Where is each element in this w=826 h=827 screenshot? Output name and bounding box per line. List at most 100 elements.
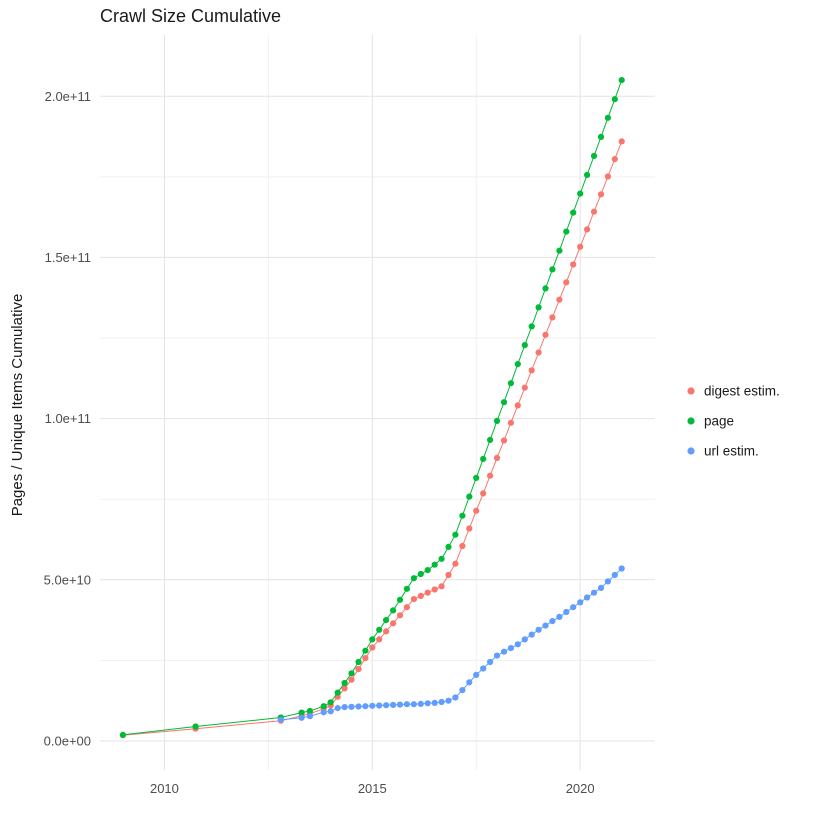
data-point — [417, 592, 424, 600]
legend-label: url estim. — [704, 444, 759, 459]
data-point — [466, 525, 473, 532]
data-point — [390, 701, 397, 709]
data-point — [563, 228, 570, 235]
data-point — [417, 700, 424, 708]
data-point — [556, 247, 563, 254]
y-axis-label: Pages / Unique Items Cumulative — [9, 294, 26, 517]
data-point — [473, 507, 480, 514]
data-point — [334, 689, 341, 696]
data-point — [369, 702, 376, 709]
y-tick-label: 0.0e+00 — [44, 733, 91, 748]
data-point — [320, 709, 327, 716]
data-point — [362, 703, 369, 710]
data-point — [327, 708, 334, 715]
data-point — [334, 705, 341, 712]
data-point — [383, 628, 390, 635]
data-point — [521, 384, 528, 391]
data-point — [549, 618, 556, 625]
data-point — [438, 583, 445, 590]
x-tick-label: 2010 — [150, 781, 179, 796]
data-point — [355, 658, 362, 666]
data-point — [348, 676, 355, 683]
data-point — [445, 697, 452, 704]
data-point — [584, 594, 591, 601]
series-url-estim — [277, 565, 625, 723]
data-point — [396, 701, 404, 708]
data-point — [584, 226, 591, 233]
chart-title: Crawl Size Cumulative — [100, 6, 281, 26]
data-point — [473, 671, 480, 679]
data-point — [542, 285, 549, 292]
data-point — [514, 402, 521, 409]
data-point — [611, 571, 618, 579]
data-point — [403, 701, 410, 708]
data-point — [348, 670, 355, 677]
data-point — [563, 608, 570, 616]
data-point — [452, 531, 459, 538]
data-point — [277, 716, 284, 723]
data-point — [341, 685, 348, 692]
gridlines-minor — [100, 35, 655, 770]
data-point — [466, 679, 473, 686]
data-point — [535, 304, 542, 311]
data-point — [119, 731, 126, 739]
data-point — [493, 454, 501, 461]
data-point — [500, 399, 508, 406]
data-point — [542, 622, 549, 629]
data-point — [542, 331, 549, 338]
data-point — [306, 707, 313, 715]
data-point — [590, 208, 598, 215]
legend-marker-icon — [687, 387, 695, 395]
legend-item: page — [687, 414, 734, 429]
data-point — [480, 490, 487, 497]
data-point — [521, 342, 528, 349]
data-point — [396, 612, 404, 619]
data-point — [410, 596, 417, 603]
data-point — [383, 702, 390, 709]
data-point — [362, 655, 369, 662]
data-point — [459, 512, 466, 519]
data-point — [341, 704, 348, 711]
data-point — [466, 493, 473, 500]
data-point — [417, 570, 424, 578]
data-point — [390, 607, 397, 614]
y-tick-label: 1.0e+11 — [45, 411, 91, 426]
data-point — [306, 713, 313, 720]
data-point — [383, 617, 390, 624]
data-point — [618, 565, 625, 572]
series-line — [280, 568, 623, 721]
data-point — [431, 561, 438, 568]
series-page — [119, 77, 625, 739]
data-point — [500, 648, 508, 655]
data-point — [570, 209, 577, 216]
data-point — [192, 723, 199, 730]
data-point — [348, 703, 355, 710]
data-point — [604, 578, 612, 585]
data-point — [618, 77, 625, 84]
data-point — [431, 699, 438, 707]
data-point — [528, 631, 535, 638]
data-point — [298, 714, 305, 721]
data-point — [424, 700, 431, 707]
data-point — [424, 589, 431, 596]
data-point — [528, 367, 535, 374]
data-point — [376, 636, 383, 643]
y-tick-label: 1.5e+11 — [45, 250, 91, 265]
data-point — [514, 641, 521, 648]
data-point — [604, 114, 612, 121]
gridlines-major — [100, 35, 655, 770]
data-point — [403, 604, 410, 611]
legend: digest estim. page url estim. — [687, 384, 780, 459]
data-point — [577, 190, 584, 197]
data-point — [355, 666, 362, 673]
data-point — [507, 419, 514, 426]
data-point — [493, 652, 501, 659]
data-point — [487, 436, 494, 443]
legend-marker-icon — [687, 417, 695, 425]
data-point — [459, 542, 466, 550]
data-point — [507, 380, 514, 387]
data-point — [618, 138, 625, 145]
legend-item: digest estim. — [687, 384, 780, 399]
